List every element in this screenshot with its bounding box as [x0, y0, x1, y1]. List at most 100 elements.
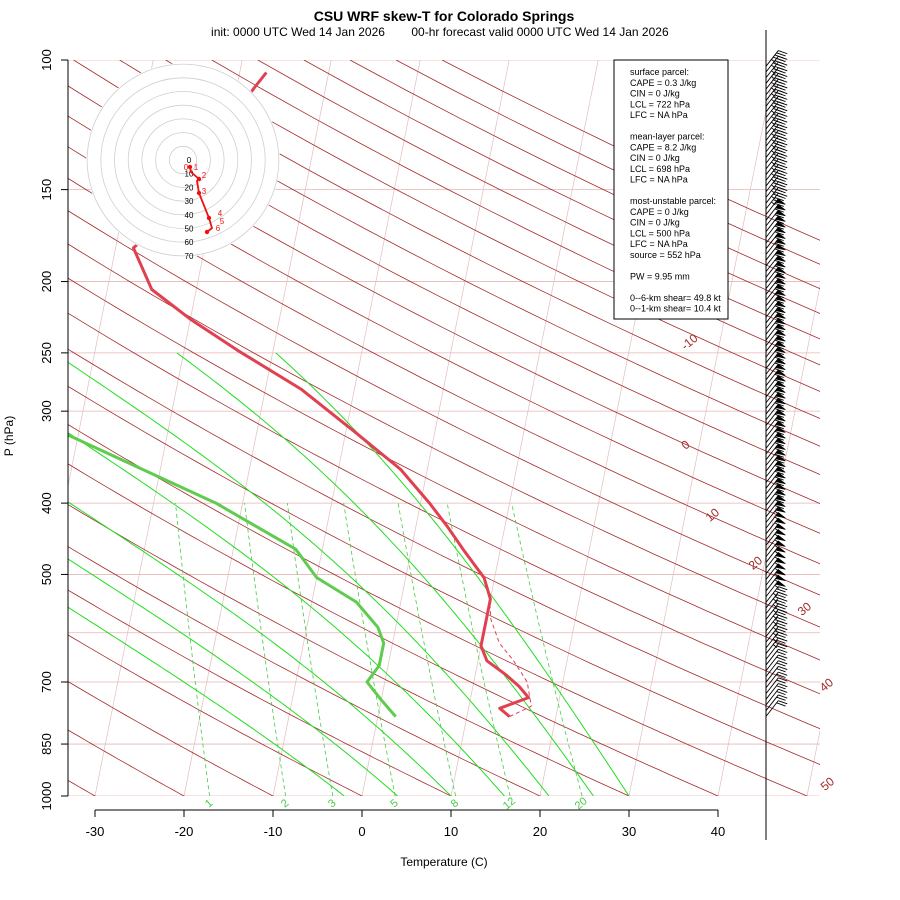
moist-adiabats [68, 352, 630, 796]
hodograph-ring [100, 77, 266, 243]
mixing-ratio-label: 3 [326, 797, 338, 810]
wind-barb [765, 226, 786, 244]
stats-line: surface parcel: [630, 67, 689, 77]
hodograph-point-label: 3 [202, 187, 207, 196]
wind-barb [765, 380, 786, 398]
wind-barb [765, 700, 788, 717]
wind-barb [765, 500, 786, 518]
wind-barb [765, 369, 786, 386]
temperature-axis: -30 -20 -10 0 10 20 30 40 [86, 810, 725, 839]
dry-adiabat [68, 177, 820, 565]
wind-barb [765, 278, 786, 295]
wind-barb [765, 694, 788, 711]
pressure-tick-label: 500 [39, 564, 54, 586]
hodograph-ring-label: 50 [185, 225, 194, 234]
hodograph-ring-label: 0 [187, 156, 192, 165]
plot-frame [67, 60, 718, 811]
stats-line: 0--1-km shear= 10.4 kt [630, 304, 721, 314]
hodograph-point-label: 2 [202, 171, 207, 180]
parcel-profile [489, 601, 532, 718]
hodograph-ring-label: 20 [185, 183, 194, 192]
wind-barb [765, 340, 786, 358]
wind-barb [765, 363, 786, 381]
wind-barb [765, 386, 786, 404]
wind-barb [765, 626, 788, 643]
wind-barb [765, 375, 786, 392]
chart-subtitle-valid: 00-hr forecast valid 0000 UTC Wed 14 Jan… [411, 25, 669, 39]
wind-barb [765, 215, 786, 232]
mixing-ratio-line-5 [343, 503, 396, 796]
dry-adiabat [68, 312, 820, 695]
isotherm-label: 20 [746, 553, 765, 573]
stats-line: LFC = NA hPa [630, 239, 688, 249]
isotherm-label: 0 [678, 437, 692, 452]
wind-barb [765, 437, 786, 455]
wind-barb [765, 449, 786, 466]
hodograph-ring [141, 118, 225, 202]
wind-barb [765, 329, 786, 347]
moist-adiabat [68, 558, 398, 796]
wind-barb [765, 666, 788, 683]
pressure-tick-label: 150 [39, 179, 54, 201]
hodograph-point-label: 0 [184, 163, 189, 172]
stats-line: LFC = NA hPa [630, 110, 688, 120]
wind-barb [765, 198, 786, 215]
moist-adiabat [68, 606, 345, 796]
mixing-ratio-line-2 [244, 503, 286, 796]
wind-barb [765, 283, 786, 301]
hodograph-ring-label: 10 [185, 170, 194, 179]
dry-adiabat [68, 277, 820, 661]
wind-barb [765, 677, 788, 694]
wind-barb [765, 335, 786, 352]
temperature-tick-label: 30 [622, 824, 636, 839]
stats-line: LCL = 722 hPa [630, 99, 690, 109]
moist-adiabat [68, 501, 452, 796]
wind-barb [765, 164, 788, 181]
wind-barb [765, 643, 788, 660]
dry-adiabat [68, 634, 363, 796]
wind-barb [765, 546, 786, 563]
stats-line: CIN = 0 J/kg [630, 153, 680, 163]
moist-adiabat [68, 432, 505, 796]
y-axis-label: P (hPa) [2, 416, 16, 456]
wind-barb [765, 455, 786, 472]
mixing-ratio-line-12 [446, 503, 511, 796]
pressure-tick-label: 250 [39, 342, 54, 364]
hodograph-point [204, 229, 210, 235]
wind-barb [765, 432, 786, 449]
dry-adiabat [165, 60, 820, 392]
temperature-tick-label: 20 [533, 824, 547, 839]
wind-barb [765, 352, 786, 369]
mixing-ratio-line-1 [175, 503, 210, 796]
wind-barb [765, 534, 786, 552]
temperature-tick-label: 0 [358, 824, 365, 839]
dry-adiabat [73, 60, 820, 447]
dry-adiabat [68, 729, 185, 796]
dewpoint-profile [68, 433, 397, 718]
mixing-ratio-label: 5 [388, 797, 400, 810]
wind-barb [765, 557, 786, 575]
wind-barb [765, 238, 786, 255]
wind-barb [765, 523, 786, 540]
mixing-ratio-line-20 [511, 503, 583, 796]
wind-barb [765, 660, 788, 677]
wind-barb [765, 654, 788, 672]
stats-line: mean-layer parcel: [630, 132, 705, 142]
wind-barb [765, 266, 786, 284]
isotherm-60 [893, 60, 900, 812]
pressure-tick-label: 1000 [39, 782, 54, 811]
dry-adiabat [68, 463, 719, 796]
dry-adiabat [68, 504, 630, 796]
mixing-ratio-label: 8 [449, 797, 461, 810]
isotherm-0 [361, 60, 510, 796]
wind-barb [765, 323, 786, 341]
wind-barb [765, 397, 786, 415]
hodograph-point [206, 215, 212, 221]
mixing-ratio-lines [175, 503, 583, 796]
wind-barb [765, 683, 788, 700]
wind-barb [765, 261, 786, 278]
wind-barb [765, 192, 788, 210]
wind-barb [765, 392, 786, 409]
